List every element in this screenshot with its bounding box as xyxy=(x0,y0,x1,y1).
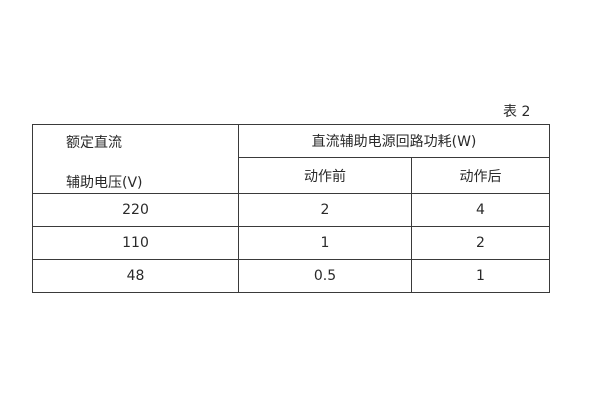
cell-after: 2 xyxy=(411,226,550,260)
header-voltage-line2: 辅助电压(V) xyxy=(66,175,143,191)
table-caption: 表 2 xyxy=(503,104,531,120)
table-row: 48 0.5 1 xyxy=(32,259,550,293)
table-row: 220 2 4 xyxy=(32,193,550,227)
cell-voltage: 220 xyxy=(32,193,239,227)
header-after: 动作后 xyxy=(411,157,550,194)
cell-after: 4 xyxy=(411,193,550,227)
header-row-2: 动作前 动作后 xyxy=(33,157,550,194)
cell-voltage: 48 xyxy=(32,259,239,293)
header-voltage-line1: 额定直流 xyxy=(66,135,122,151)
header-power-group: 直流辅助电源回路功耗(W) xyxy=(238,123,550,159)
table-row: 110 1 2 xyxy=(32,226,550,260)
cell-before: 0.5 xyxy=(238,259,412,293)
header-before: 动作前 xyxy=(238,157,412,194)
header-row-1: 额定直流 辅助电压(V) 直流辅助电源回路功耗(W) xyxy=(32,123,550,194)
cell-before: 2 xyxy=(238,193,412,227)
power-consumption-table: 额定直流 辅助电压(V) 直流辅助电源回路功耗(W) 动作前 动作后 220 2… xyxy=(32,123,550,293)
cell-before: 1 xyxy=(238,226,412,260)
cell-after: 1 xyxy=(411,259,550,293)
header-voltage: 额定直流 辅助电压(V) xyxy=(32,124,239,194)
cell-voltage: 110 xyxy=(32,226,239,260)
